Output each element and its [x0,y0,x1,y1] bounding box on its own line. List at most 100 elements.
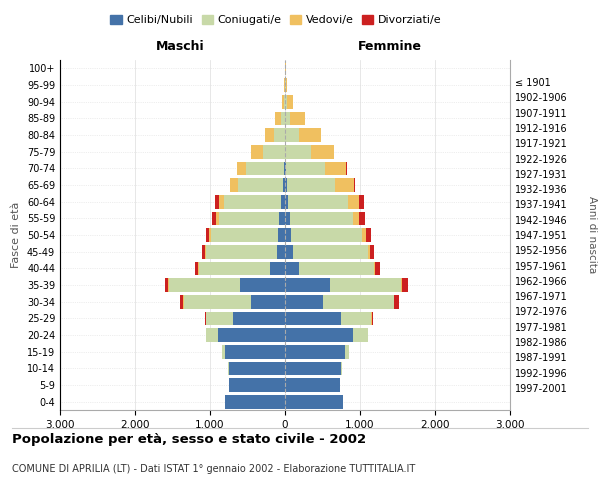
Bar [275,112,281,125]
Bar [279,212,285,225]
Bar [277,245,285,258]
Bar [265,128,274,142]
Bar [206,328,218,342]
Bar [285,112,290,125]
Bar [290,112,305,125]
Bar [285,295,323,308]
Bar [282,95,284,108]
Bar [285,95,287,108]
Bar [370,245,373,258]
Bar [375,262,380,275]
Bar [206,312,233,325]
Bar [238,178,283,192]
Bar [359,195,364,208]
Bar [345,345,349,358]
Bar [353,328,367,342]
Bar [299,262,373,275]
Bar [285,262,299,275]
Bar [229,178,230,192]
Bar [224,195,281,208]
Text: Femmine: Femmine [358,40,422,53]
Bar [247,162,284,175]
Bar [285,395,343,408]
Bar [229,362,285,375]
Bar [219,195,224,208]
Bar [285,245,293,258]
Bar [346,162,347,175]
Legend: Celibi/Nubili, Coniugati/e, Vedovi/e, Divorziati/e: Celibi/Nubili, Coniugati/e, Vedovi/e, Di… [106,10,446,30]
Bar [283,178,285,192]
Bar [215,195,219,208]
Bar [284,162,285,175]
Bar [225,395,285,408]
Bar [290,212,353,225]
Bar [222,345,225,358]
Bar [219,212,279,225]
Bar [281,195,285,208]
Bar [274,128,285,142]
Bar [285,128,299,142]
Bar [205,228,209,242]
Bar [202,245,205,258]
Bar [184,295,251,308]
Bar [230,178,238,192]
Bar [229,378,285,392]
Bar [218,328,285,342]
Bar [285,278,330,292]
Bar [394,295,398,308]
Bar [285,178,287,192]
Bar [236,162,238,175]
Bar [335,178,354,192]
Bar [285,312,341,325]
Bar [285,78,286,92]
Bar [359,212,365,225]
Bar [225,345,285,358]
Bar [325,162,346,175]
Y-axis label: Anni di nascita: Anni di nascita [587,196,597,274]
Bar [288,195,348,208]
Text: COMUNE DI APRILIA (LT) - Dati ISTAT 1° gennaio 2002 - Elaborazione TUTTITALIA.IT: COMUNE DI APRILIA (LT) - Dati ISTAT 1° g… [12,464,415,474]
Bar [212,212,216,225]
Bar [285,378,340,392]
Bar [238,162,247,175]
Bar [228,362,229,375]
Bar [401,278,402,292]
Bar [285,162,286,175]
Bar [263,145,285,158]
Bar [341,312,371,325]
Bar [278,228,285,242]
Text: Maschi: Maschi [155,40,205,53]
Y-axis label: Fasce di età: Fasce di età [11,202,21,268]
Text: Popolazione per età, sesso e stato civile - 2002: Popolazione per età, sesso e stato civil… [12,432,366,446]
Bar [354,178,355,192]
Bar [285,362,341,375]
Bar [311,145,334,158]
Bar [330,278,401,292]
Bar [286,162,325,175]
Bar [371,312,373,325]
Bar [251,145,263,158]
Bar [205,312,206,325]
Bar [199,262,270,275]
Bar [366,228,371,242]
Bar [169,278,240,292]
Bar [287,95,293,108]
Bar [209,228,211,242]
Bar [293,245,367,258]
Bar [216,212,219,225]
Bar [287,178,335,192]
Bar [285,212,290,225]
Bar [285,228,291,242]
Bar [367,245,370,258]
Bar [251,295,285,308]
Bar [233,312,285,325]
Bar [285,195,288,208]
Bar [240,278,285,292]
Bar [291,228,362,242]
Bar [285,345,345,358]
Bar [194,262,199,275]
Bar [281,112,285,125]
Bar [353,212,359,225]
Bar [341,362,342,375]
Bar [211,228,278,242]
